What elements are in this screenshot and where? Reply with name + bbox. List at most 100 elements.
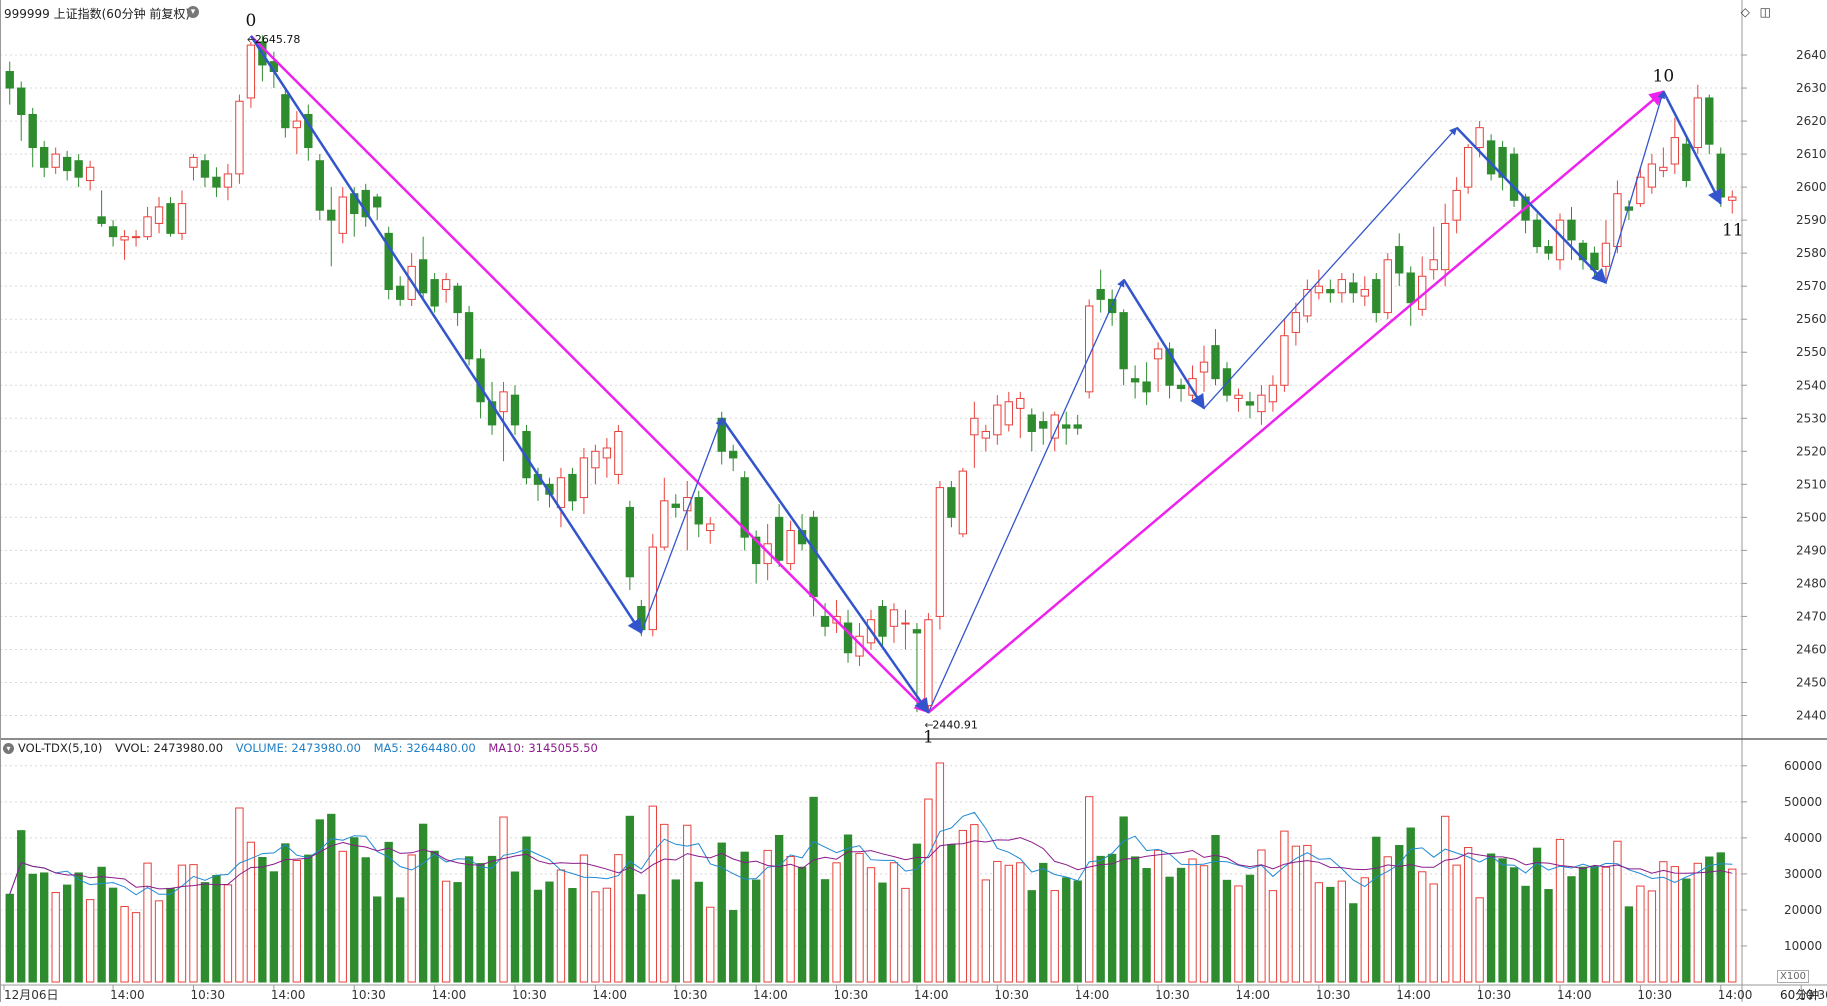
price-tick-label: 2570	[1796, 279, 1827, 293]
time-tick-label: 14:00	[753, 988, 788, 1002]
volume-bar	[499, 816, 508, 983]
volume-bar	[1728, 868, 1737, 983]
candle-body	[1440, 222, 1450, 271]
wave-segment	[720, 417, 930, 714]
candle-body	[947, 487, 956, 518]
candle-body	[740, 477, 749, 538]
volume-bar	[1119, 816, 1128, 983]
volume-bar	[533, 889, 543, 983]
candle-body	[292, 120, 302, 129]
wave-segment	[1662, 90, 1722, 205]
price-tick-label: 2610	[1796, 147, 1827, 161]
candle-body	[235, 100, 244, 175]
candle-body	[889, 609, 899, 627]
volume-bar	[556, 869, 566, 983]
volume-bar	[1268, 890, 1278, 983]
volume-bar	[453, 882, 462, 983]
candle-body	[1555, 219, 1565, 261]
volume-bar	[591, 891, 600, 983]
candle-body	[396, 285, 405, 300]
candle-body	[648, 546, 657, 631]
volume-bar	[315, 819, 324, 983]
time-tick-label: 12月06日	[4, 988, 59, 1002]
volume-bar	[1142, 868, 1151, 983]
volume-bar	[1303, 844, 1312, 983]
volume-bar	[1521, 885, 1530, 983]
candle-body	[1532, 219, 1542, 248]
volume-bar	[1601, 866, 1611, 983]
diamond-icon[interactable]: ◇	[1740, 5, 1750, 19]
volume-bar	[751, 879, 761, 983]
candle-body	[1486, 140, 1496, 175]
volume-bar	[1349, 903, 1358, 983]
candle-body	[177, 203, 187, 234]
candle-body	[843, 622, 853, 654]
candle-body	[281, 94, 290, 129]
volume-dropdown-icon[interactable]: ▾	[3, 743, 14, 754]
volume-bar	[361, 857, 370, 983]
candle-body	[614, 430, 623, 475]
volume-bar	[717, 842, 726, 983]
panel-toggle-icon[interactable]: ◫	[1759, 5, 1771, 19]
candle-body	[820, 615, 830, 627]
volume-bar	[1280, 830, 1289, 983]
volume-bar	[304, 854, 313, 983]
wave-annotation-label: 11	[1722, 221, 1744, 241]
time-tick-label: 14:00	[1557, 988, 1592, 1002]
candle-body	[579, 457, 589, 499]
volume-bar	[1418, 871, 1427, 983]
volume-bar	[832, 862, 841, 983]
volume-bar	[1659, 861, 1668, 983]
volume-bar	[1555, 838, 1565, 983]
volume-bar	[1670, 866, 1680, 983]
volume-bar	[522, 836, 531, 983]
candle-body	[1475, 127, 1484, 148]
wave-annotation-label: 10	[1653, 66, 1675, 86]
volume-bar	[1613, 840, 1622, 983]
candle-body	[568, 473, 577, 502]
candle-body	[993, 404, 1002, 436]
volume-bar	[1234, 885, 1243, 983]
volume-bar	[786, 856, 795, 983]
volume-bar	[901, 887, 910, 983]
volume-bar	[1004, 864, 1013, 983]
volume-bar	[1211, 835, 1220, 983]
volume-bar	[338, 850, 347, 983]
candle-body	[246, 44, 256, 99]
time-tick-label: 14:00	[914, 988, 949, 1002]
volume-bar	[212, 874, 221, 983]
volume-bar	[1578, 866, 1588, 983]
candle-body	[1303, 288, 1312, 317]
volume-tick-label: 30000	[1784, 867, 1822, 881]
volume-bar	[924, 798, 933, 983]
candle-body	[1291, 312, 1301, 333]
ma10-line	[9, 837, 1733, 895]
time-tick-label: 10:30	[190, 988, 225, 1002]
candle-body	[1693, 97, 1702, 148]
wave-segment	[1122, 278, 1206, 410]
candle-body	[1142, 381, 1151, 393]
candle-body	[774, 516, 784, 561]
volume-bar	[1360, 877, 1369, 983]
time-tick-label: 10:30	[673, 988, 708, 1002]
candle-body	[5, 71, 14, 89]
volume-bar	[1130, 856, 1140, 983]
volume-tick-label: 40000	[1784, 831, 1822, 845]
time-tick-label: 10:30	[1477, 988, 1512, 1002]
volume-bar	[683, 824, 692, 983]
period-label[interactable]: 60分钟	[1780, 988, 1820, 1002]
volume-tick-label: 50000	[1784, 795, 1822, 809]
wave-segment	[1455, 126, 1607, 284]
volume-bar	[1016, 862, 1025, 983]
wave-annotation-label: 2440.91	[932, 718, 978, 731]
time-tick-label: 14:00	[1718, 988, 1753, 1002]
price-tick-label: 2580	[1796, 246, 1827, 260]
candle-body	[912, 629, 922, 634]
candle-body	[464, 312, 474, 360]
volume-bar	[350, 837, 359, 983]
candle-body	[40, 146, 49, 168]
volume-bar	[246, 841, 256, 983]
price-tick-label: 2470	[1796, 609, 1827, 623]
price-dropdown-icon[interactable]: ▾	[187, 6, 199, 18]
